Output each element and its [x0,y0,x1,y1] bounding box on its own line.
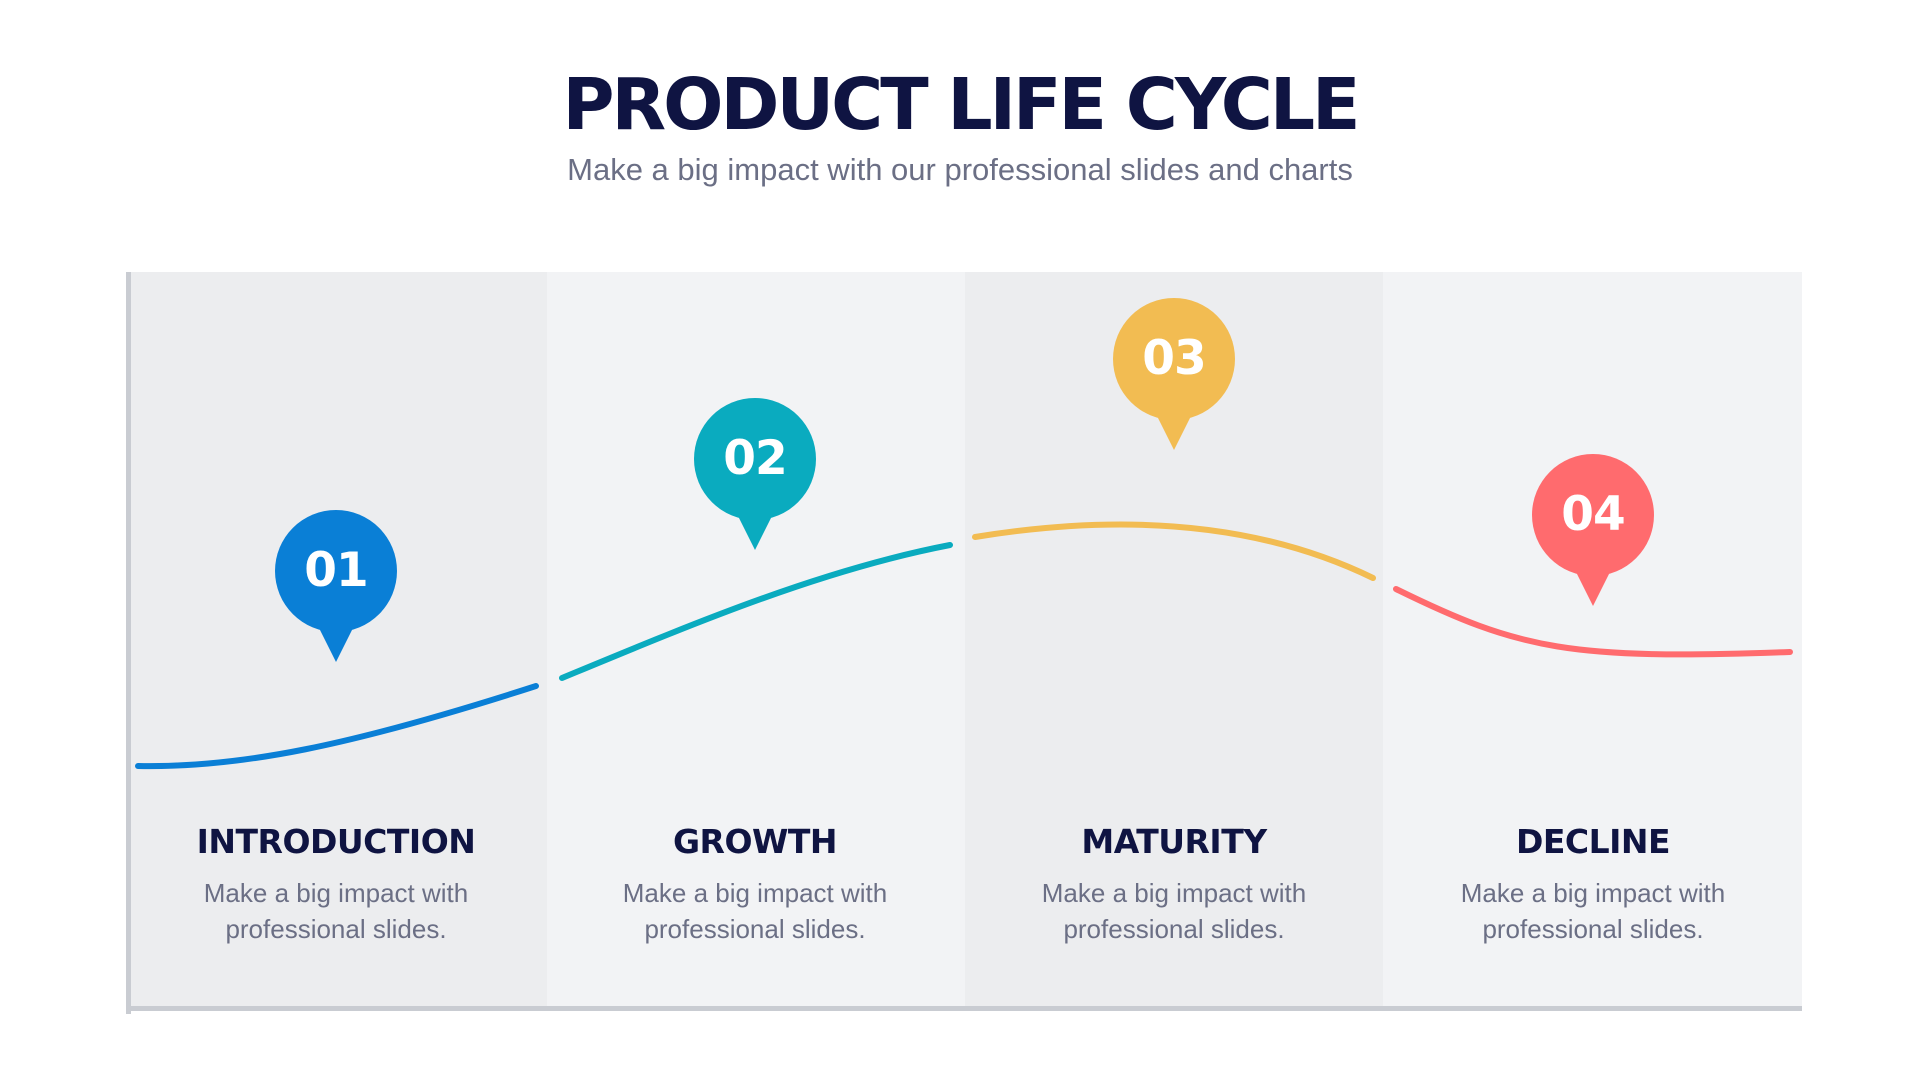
curve-segment-maturity [972,521,1376,581]
description-line: professional slides. [1482,914,1704,944]
pin-shape-icon [694,398,816,550]
stage-title-growth: GROWTH [672,822,838,861]
stage-description-introduction: Make a big impact with professional slid… [127,875,545,947]
pin-marker-02: 02 [694,398,816,550]
description-line: professional slides. [644,914,866,944]
pin-shape-icon [1113,298,1235,450]
stage-panel-decline [1383,272,1802,1006]
stage-title-introduction: INTRODUCTION [196,822,476,861]
pin-number: 03 [1142,331,1206,386]
pin-number: 01 [304,543,368,598]
description-line: professional slides. [1063,914,1285,944]
curve-segment-decline [1393,586,1793,658]
stage-panel-growth [547,272,965,1006]
description-line: Make a big impact with [622,878,888,908]
page-title: PRODUCT LIFE CYCLE [562,63,1360,146]
description-line: Make a big impact with [1041,878,1307,908]
stage-title-decline: DECLINE [1515,822,1671,861]
stage-description-growth: Make a big impact with professional slid… [546,875,964,947]
curve-segment-growth [559,542,953,681]
stage-title-maturity: MATURITY [1081,822,1267,861]
stage-description-decline: Make a big impact with professional slid… [1384,875,1802,947]
stage-description-maturity: Make a big impact with professional slid… [965,875,1383,947]
pin-marker-01: 01 [275,510,397,662]
description-line: Make a big impact with [1460,878,1726,908]
curve-segment-introduction [135,683,539,770]
page-subtitle: Make a big impact with our professional … [567,152,1353,187]
pin-shape-icon [1532,454,1654,606]
horizontal-axis-line [126,1006,1802,1011]
description-line: Make a big impact with [203,878,469,908]
pin-marker-04: 04 [1532,454,1654,606]
pin-marker-03: 03 [1113,298,1235,450]
description-line: professional slides. [225,914,447,944]
vertical-axis-line [126,272,131,1014]
pin-shape-icon [275,510,397,662]
pin-number: 04 [1561,487,1625,542]
pin-number: 02 [723,431,787,486]
